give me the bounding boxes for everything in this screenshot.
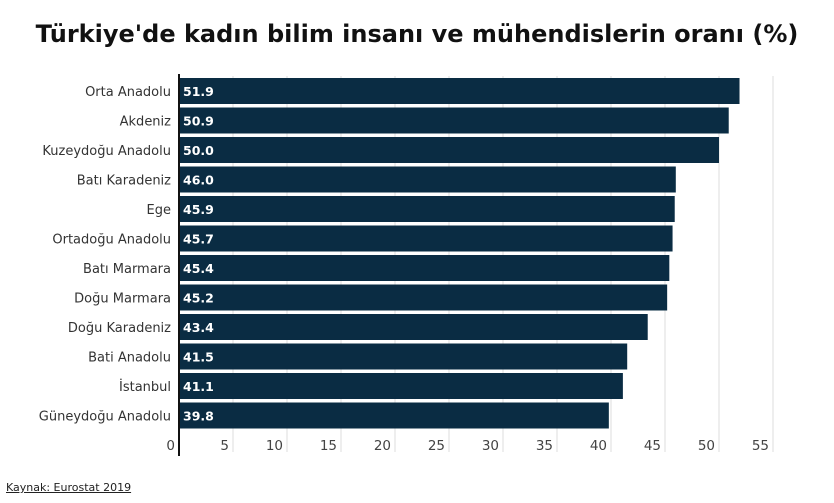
category-label: Güneydoğu Anadolu (39, 410, 171, 425)
x-tick-label: 45 (644, 438, 661, 454)
bar (179, 343, 628, 370)
x-tick-label: 30 (482, 438, 499, 454)
bar (179, 284, 668, 311)
data-label: 45.2 (183, 291, 214, 306)
bar (179, 107, 729, 134)
bar (179, 166, 676, 193)
x-tick-label: 0 (166, 438, 175, 454)
data-label: 45.7 (183, 232, 214, 247)
category-label: Doğu Karadeniz (68, 321, 171, 336)
x-tick-label: 50 (698, 438, 715, 454)
x-tick-label: 55 (752, 438, 769, 454)
source-link[interactable]: Kaynak: Eurostat 2019 (6, 481, 132, 494)
data-label: 41.1 (183, 379, 214, 394)
data-label: 46.0 (183, 173, 214, 188)
data-label: 50.9 (183, 114, 214, 129)
bar (179, 255, 670, 281)
x-tick-label: 20 (374, 438, 391, 454)
x-tick-label: 5 (220, 438, 229, 454)
data-label: 51.9 (183, 84, 214, 99)
category-label: Ortadoğu Anadolu (52, 233, 171, 248)
bar (179, 373, 623, 399)
data-label: 43.4 (183, 320, 214, 335)
data-label: 39.8 (183, 409, 214, 424)
chart-title: Türkiye'de kadın bilim insanı ve mühendi… (35, 20, 799, 48)
data-label: 45.4 (183, 261, 214, 276)
category-label: Orta Anadolu (85, 85, 171, 100)
category-label: Bati Anadolu (88, 351, 171, 366)
bar (179, 78, 740, 104)
bar (179, 137, 719, 163)
category-label: Kuzeydoğu Anadolu (42, 144, 171, 159)
x-tick-label: 10 (266, 438, 283, 454)
data-label: 41.5 (183, 350, 214, 365)
x-tick-label: 25 (428, 438, 445, 454)
bar (179, 225, 673, 252)
x-tick-label: 40 (590, 438, 607, 454)
x-tick-label: 35 (536, 438, 553, 454)
category-label: Batı Karadeniz (77, 174, 171, 189)
data-label: 45.9 (183, 202, 214, 217)
bar (179, 196, 675, 222)
category-label: Akdeniz (120, 115, 172, 130)
x-tick-label: 15 (320, 438, 337, 454)
bar (179, 402, 609, 429)
category-label: İstanbul (119, 379, 171, 395)
bar (179, 314, 648, 340)
category-label: Ege (147, 203, 171, 218)
data-label: 50.0 (183, 143, 214, 158)
category-label: Batı Marmara (83, 262, 171, 277)
category-label: Doğu Marmara (74, 292, 171, 307)
